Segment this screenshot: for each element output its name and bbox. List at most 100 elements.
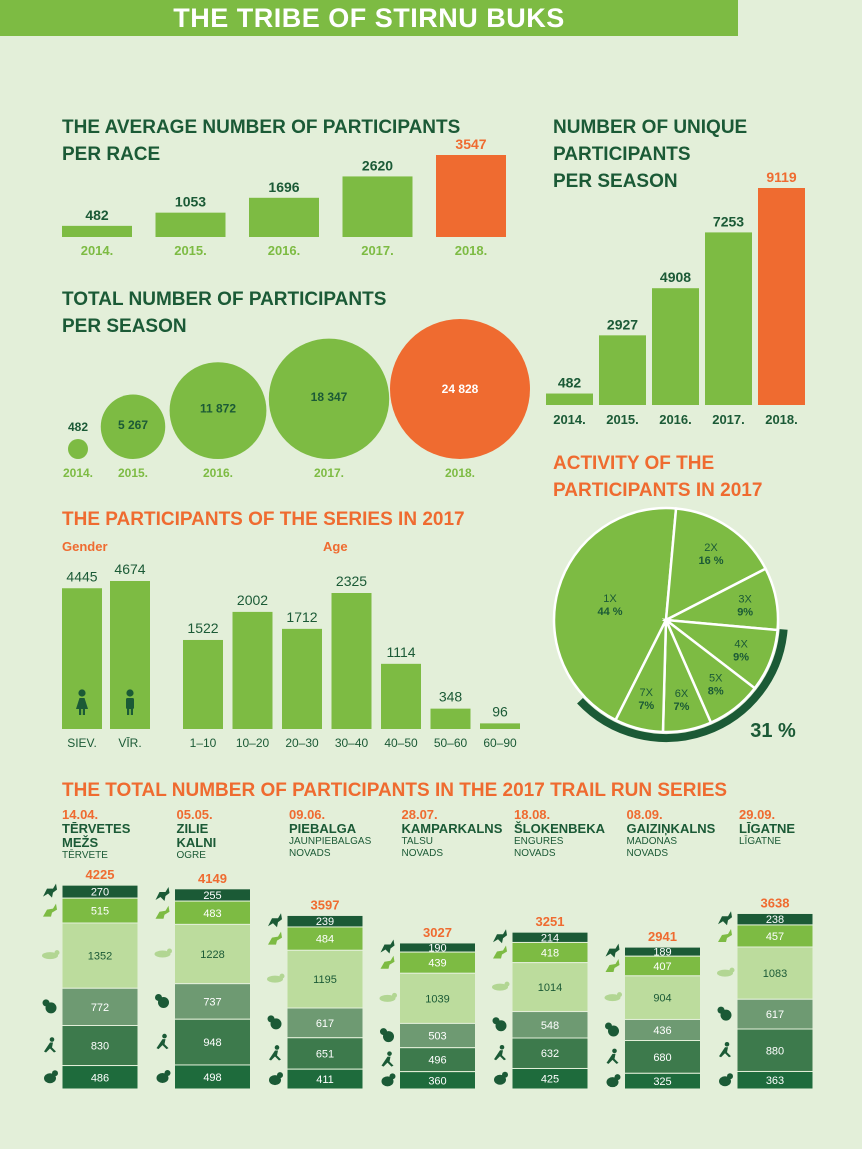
race-location: OGRE bbox=[176, 850, 206, 861]
avg-bar bbox=[249, 197, 319, 237]
race-total-label: 4225 bbox=[86, 867, 115, 882]
race-segment-label: 632 bbox=[541, 1048, 559, 1060]
race-segment bbox=[286, 1068, 364, 1090]
race-segment bbox=[511, 1037, 589, 1069]
squirrel-icon bbox=[42, 999, 57, 1014]
race-location: ENGURES NOVADS bbox=[514, 836, 564, 859]
squirrel-icon bbox=[605, 1022, 619, 1037]
race-segment-label: 1195 bbox=[313, 974, 337, 986]
avg-year-label: 2015. bbox=[174, 243, 207, 258]
unique-year-label: 2016. bbox=[659, 412, 692, 427]
activity-arc bbox=[577, 629, 788, 742]
title-banner: THE TRIBE OF STIRNU BUKS bbox=[0, 0, 738, 36]
race-segment bbox=[61, 897, 139, 924]
runner-icon bbox=[719, 1041, 731, 1058]
race-segment bbox=[174, 1064, 251, 1090]
age-category-label: 60–90 bbox=[483, 736, 517, 750]
unique-bar bbox=[599, 335, 646, 405]
race-segment bbox=[174, 923, 251, 985]
race-name: LĪGATNE bbox=[739, 821, 796, 836]
age-value-label: 1522 bbox=[187, 620, 218, 636]
runner-icon bbox=[494, 1044, 506, 1061]
activity-slice-label: 1X bbox=[603, 593, 617, 605]
bear-icon bbox=[606, 1074, 621, 1088]
race-total-label: 3597 bbox=[311, 897, 340, 912]
bear-icon bbox=[494, 1071, 508, 1085]
total-value-label: 11 872 bbox=[200, 402, 236, 416]
runner-icon bbox=[269, 1045, 281, 1061]
activity-slice-value: 8% bbox=[708, 686, 724, 698]
gender-value-label: 4445 bbox=[66, 568, 97, 584]
squirrel-icon bbox=[492, 1017, 507, 1032]
age-category-label: 10–20 bbox=[236, 736, 270, 750]
race-segment bbox=[174, 983, 251, 1020]
race-segment-label: 1014 bbox=[538, 982, 562, 994]
race-segment-label: 484 bbox=[316, 934, 334, 946]
race-segment-label: 325 bbox=[653, 1076, 671, 1088]
roe-icon bbox=[43, 903, 57, 917]
unique-year-label: 2017. bbox=[712, 412, 745, 427]
runner-icon bbox=[606, 1048, 619, 1064]
age-category-label: 50–60 bbox=[434, 736, 468, 750]
race-segment bbox=[624, 1072, 701, 1090]
avg-value-label: 3547 bbox=[455, 136, 486, 152]
total-bubble bbox=[268, 338, 390, 460]
activity-slice-value: 7% bbox=[638, 700, 654, 712]
race-header: 05.05. ZILIE KALNI OGRE bbox=[177, 808, 217, 862]
race-segment bbox=[511, 962, 589, 1013]
race-date: 28.07. bbox=[401, 807, 438, 822]
age-label: Age bbox=[323, 539, 348, 554]
hare-icon bbox=[267, 973, 285, 983]
hare-icon bbox=[379, 992, 397, 1002]
race-segment-label: 407 bbox=[653, 961, 671, 973]
total-bubble bbox=[169, 362, 267, 459]
total-year-label: 2015. bbox=[118, 466, 148, 480]
race-total-label: 3027 bbox=[423, 925, 452, 940]
total-chart-title: TOTAL NUMBER OF PARTICIPANTS PER SEASON bbox=[62, 289, 387, 337]
race-segment bbox=[624, 975, 701, 1020]
race-segment-label: 483 bbox=[203, 908, 221, 920]
race-segment bbox=[286, 1007, 364, 1039]
race-date: 05.05. bbox=[176, 807, 213, 822]
unique-value-label: 7253 bbox=[713, 213, 744, 229]
deer-icon bbox=[155, 886, 170, 901]
avg-bar bbox=[342, 176, 413, 237]
activity-slice-label: 3X bbox=[738, 594, 752, 606]
race-segment-label: 503 bbox=[428, 1031, 446, 1043]
activity-slice-label: 4X bbox=[734, 638, 748, 650]
race-segment bbox=[736, 998, 814, 1030]
hare-icon bbox=[717, 967, 735, 977]
activity-arc-label: 31 % bbox=[750, 720, 796, 742]
unique-year-label: 2015. bbox=[606, 412, 639, 427]
activity-slice-value: 9% bbox=[733, 651, 749, 663]
race-total-label: 3251 bbox=[536, 914, 565, 929]
deer-icon bbox=[718, 911, 732, 926]
age-category-label: 1–10 bbox=[190, 736, 217, 750]
race-segment bbox=[511, 1067, 589, 1090]
activity-slice-label: 6X bbox=[675, 688, 689, 700]
race-name: PIEBALGA bbox=[289, 821, 357, 836]
race-segment-label: 1228 bbox=[200, 949, 224, 961]
race-segment bbox=[736, 946, 814, 1000]
trail-title: THE TOTAL NUMBER OF PARTICIPANTS IN THE … bbox=[62, 780, 728, 801]
race-date: 29.09. bbox=[739, 807, 776, 822]
race-date: 18.08. bbox=[514, 807, 551, 822]
age-bar bbox=[430, 708, 471, 729]
race-date: 14.04. bbox=[62, 807, 99, 822]
age-value-label: 2325 bbox=[336, 573, 367, 589]
runner-icon bbox=[156, 1033, 169, 1050]
age-value-label: 1114 bbox=[386, 644, 415, 660]
race-header: 18.08. ŠLOKENBEKA ENGURES NOVADS bbox=[514, 808, 605, 860]
race-total-label: 2941 bbox=[648, 929, 677, 944]
activity-slice-value: 16 % bbox=[699, 555, 724, 567]
race-segment-label: 436 bbox=[653, 1025, 671, 1037]
activity-slice-label: 2X bbox=[704, 542, 718, 554]
activity-slice-value: 44 % bbox=[597, 606, 622, 618]
race-segment-label: 457 bbox=[766, 931, 784, 943]
roe-icon bbox=[380, 955, 395, 969]
avg-value-label: 1053 bbox=[175, 194, 206, 210]
race-location: TALSU NOVADS bbox=[401, 836, 444, 859]
unique-bar bbox=[652, 288, 699, 405]
race-segment bbox=[399, 972, 476, 1024]
